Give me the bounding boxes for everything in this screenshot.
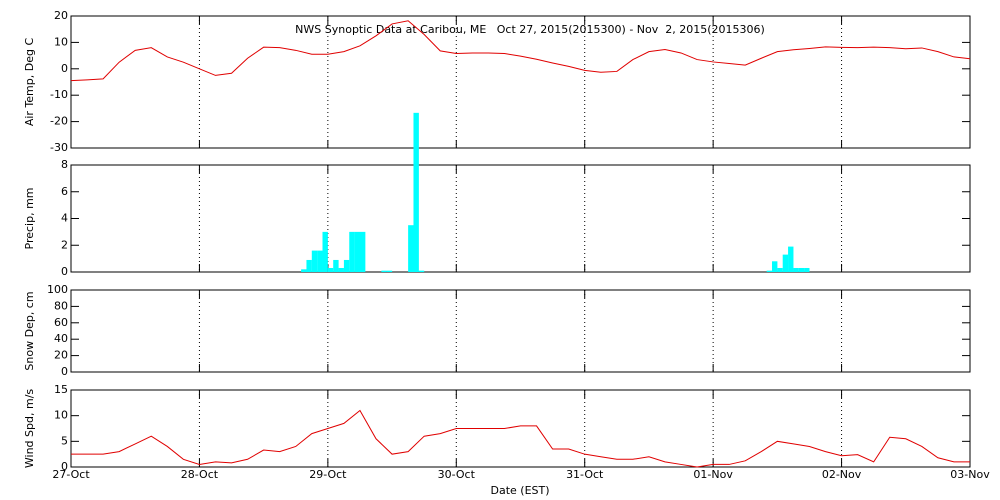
- bar: [338, 267, 344, 272]
- plot-frame: [70, 289, 971, 373]
- y-tick-label: 6: [61, 185, 68, 198]
- bar: [418, 270, 425, 272]
- y-tick-label: 8: [61, 158, 68, 171]
- bar: [349, 231, 355, 272]
- x-tick-label: 29-Oct: [309, 468, 347, 481]
- bar: [772, 261, 778, 272]
- bar: [354, 231, 361, 272]
- x-tick-label: 27-Oct: [52, 468, 90, 481]
- plot-frame: [70, 15, 971, 149]
- bar: [408, 225, 414, 272]
- y-axis-label: Air Temp, Deg C: [23, 38, 36, 127]
- bar: [788, 246, 794, 272]
- y-tick-label: 20: [54, 9, 68, 22]
- x-tick-label: 31-Oct: [566, 468, 604, 481]
- y-axis-label: Precip, mm: [23, 188, 36, 250]
- bar: [386, 270, 393, 272]
- y-tick-label: 15: [54, 383, 68, 396]
- y-tick-label: 10: [54, 409, 68, 422]
- bar: [798, 267, 805, 272]
- bar: [381, 270, 387, 272]
- bar: [333, 259, 339, 272]
- x-tick-label: 30-Oct: [438, 468, 476, 481]
- x-tick-label: 01-Nov: [693, 468, 733, 481]
- y-tick-label: 80: [54, 299, 68, 312]
- x-tick-label: 02-Nov: [822, 468, 862, 481]
- x-tick-label: 28-Oct: [181, 468, 219, 481]
- line: [71, 409, 970, 468]
- bar: [322, 231, 328, 272]
- y-tick-label: 0: [61, 62, 68, 75]
- y-tick-label: 0: [61, 460, 68, 473]
- bar: [343, 259, 350, 272]
- y-axis-label: Snow Dep, cm: [23, 291, 36, 370]
- bar: [777, 267, 783, 272]
- y-axis-label: Wind Spd, m/s: [23, 389, 36, 469]
- y-tick-label: -10: [50, 88, 68, 101]
- y-tick-label: 0: [61, 265, 68, 278]
- x-axis-label: Date (EST): [490, 484, 549, 497]
- plot-frame: [70, 164, 971, 273]
- line: [70, 20, 971, 82]
- bar: [317, 250, 323, 272]
- y-tick-label: 100: [47, 283, 68, 296]
- y-tick-label: 10: [54, 35, 68, 48]
- bar: [301, 269, 307, 272]
- y-tick-label: -30: [50, 141, 68, 154]
- y-tick-label: 5: [61, 434, 68, 447]
- plot-frame: [70, 389, 971, 468]
- y-tick-label: -20: [50, 115, 68, 128]
- chart-title: NWS Synoptic Data at Caribou, ME Oct 27,…: [295, 23, 765, 36]
- x-tick-label: 03-Nov: [950, 468, 990, 481]
- bar: [413, 112, 419, 273]
- bar: [782, 254, 789, 272]
- y-tick-label: 0: [61, 365, 68, 378]
- y-tick-label: 4: [61, 212, 68, 225]
- y-tick-label: 40: [54, 332, 68, 345]
- bar: [306, 259, 312, 272]
- y-tick-label: 20: [54, 349, 68, 362]
- bar: [311, 250, 318, 272]
- bar: [766, 270, 773, 272]
- bar: [327, 267, 334, 272]
- y-tick-label: 60: [54, 316, 68, 329]
- bar: [804, 267, 810, 272]
- bar: [359, 231, 366, 272]
- y-tick-label: 2: [61, 238, 68, 251]
- bar: [793, 267, 799, 272]
